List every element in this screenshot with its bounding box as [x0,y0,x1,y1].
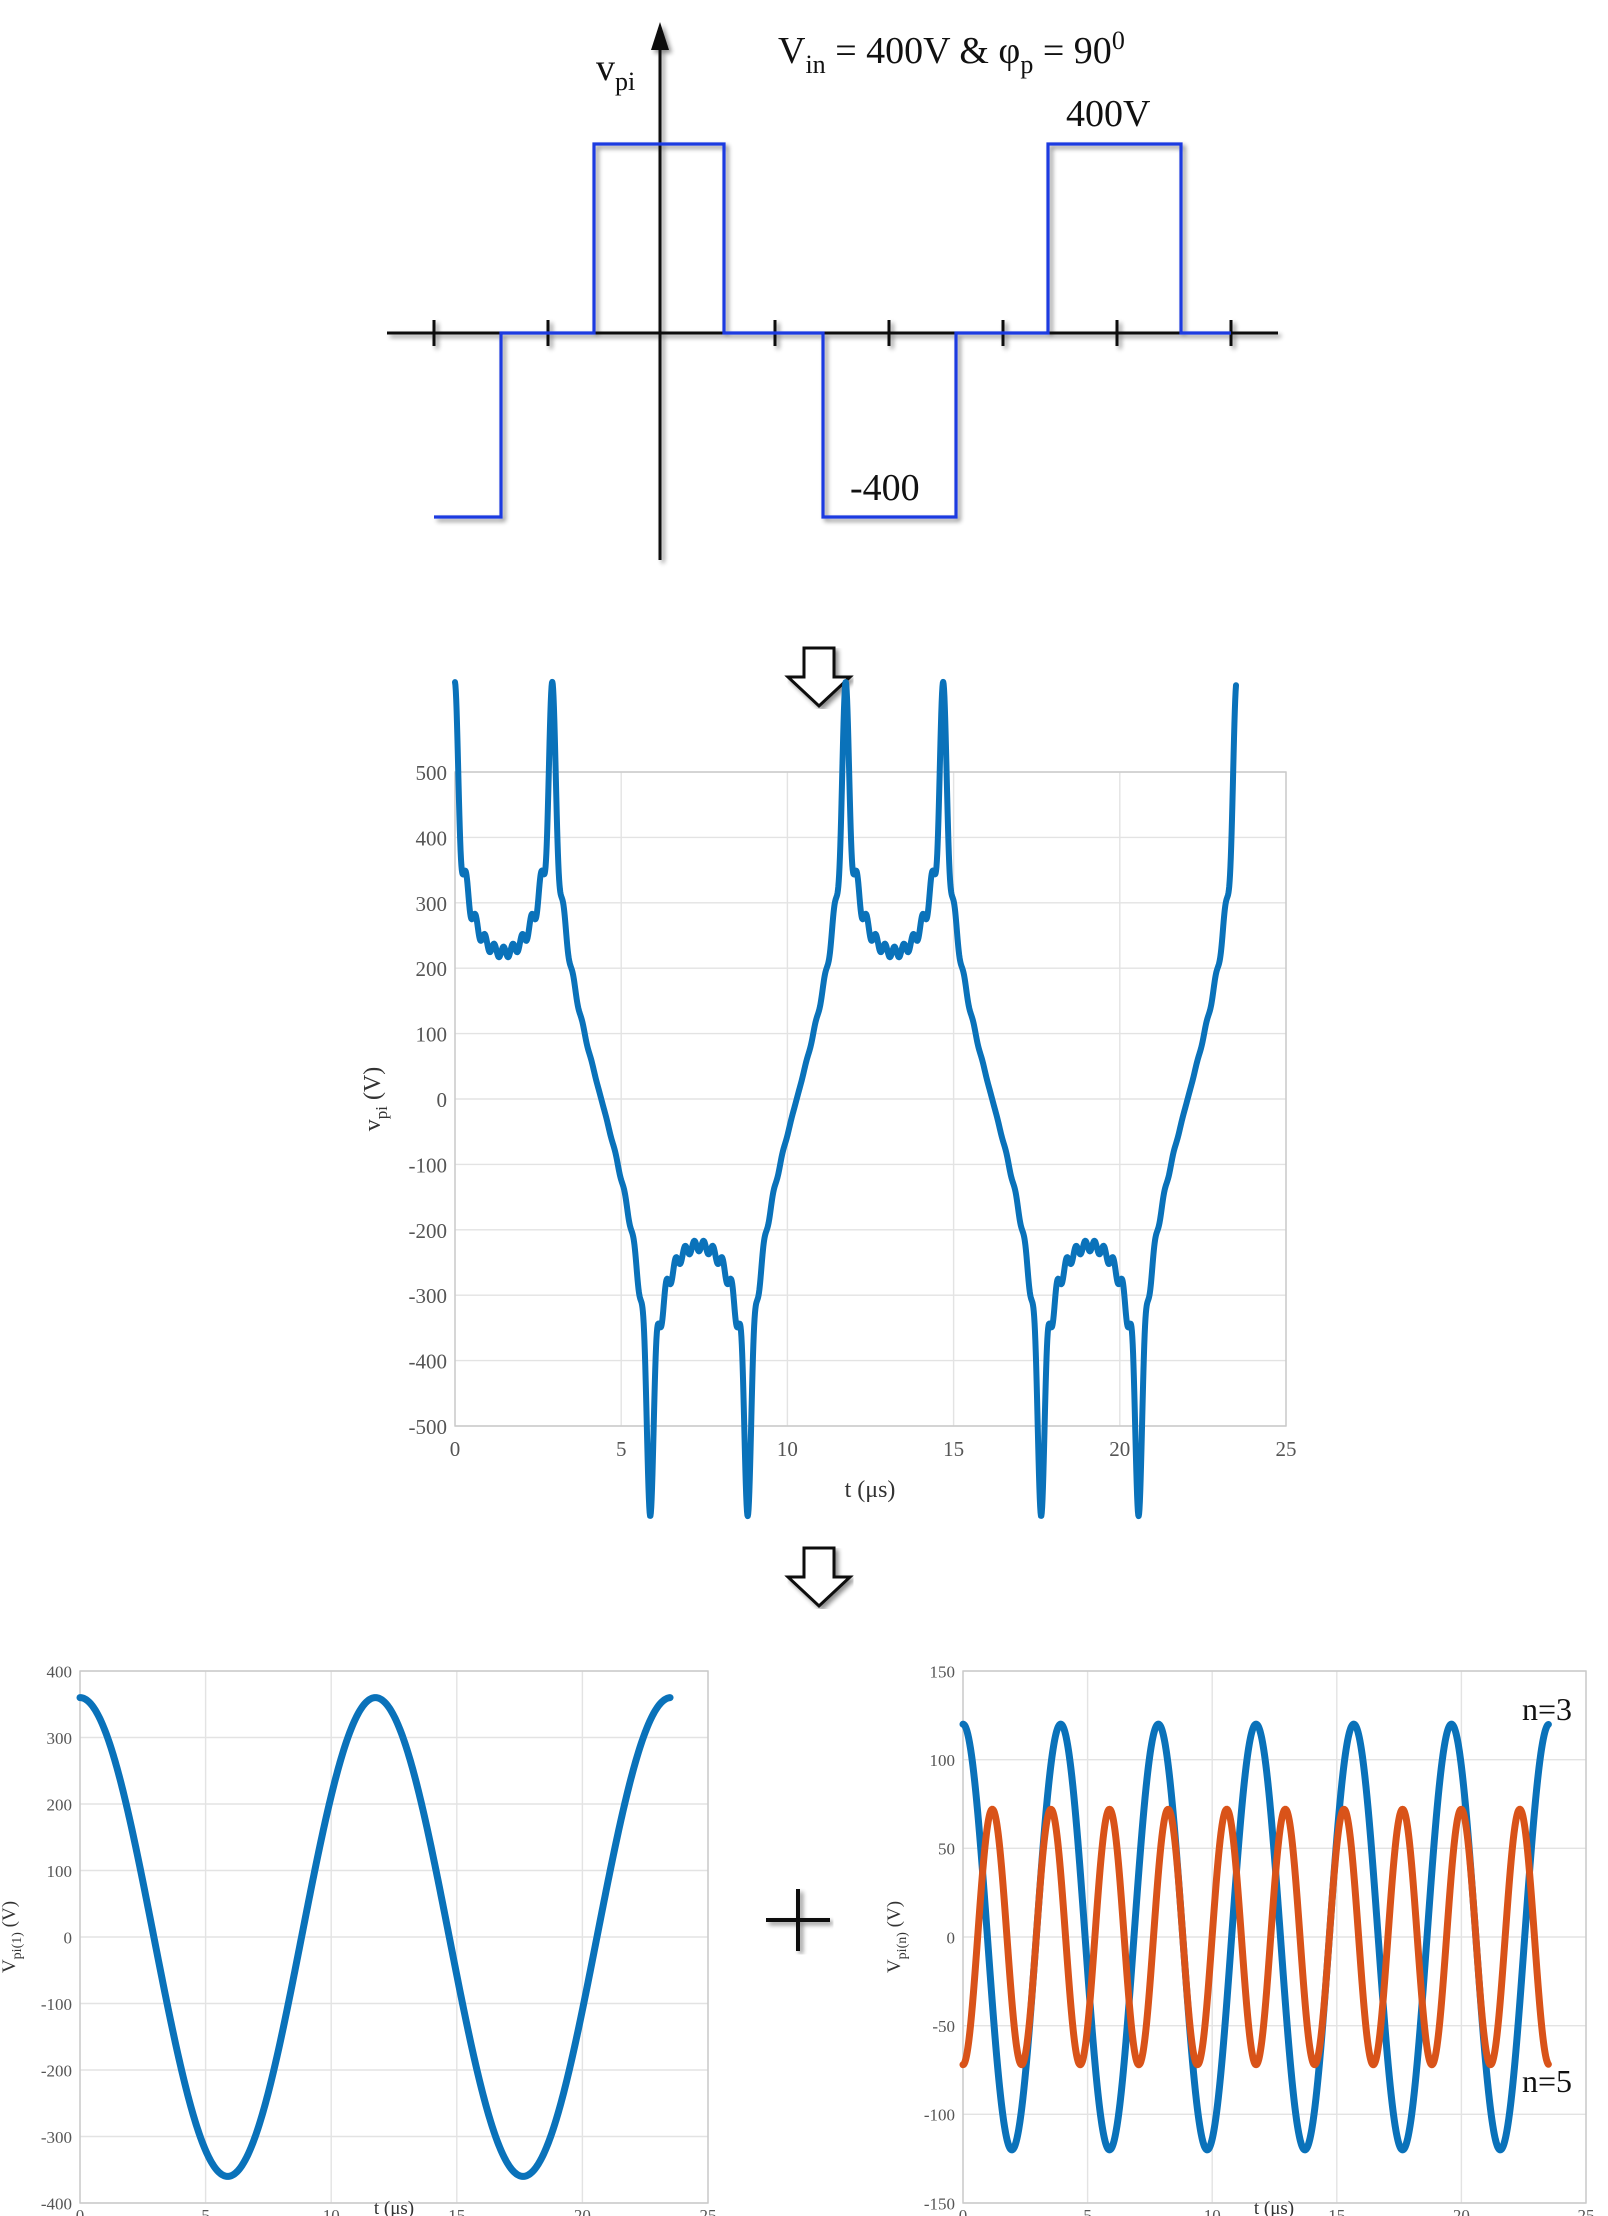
y-tick-label: 100 [47,1862,73,1881]
y-tick-label: 0 [64,1928,73,1947]
y-tick-label: -400 [41,2194,72,2213]
x-tick-label: 25 [1276,1437,1297,1461]
x-tick-label: 20 [574,2206,591,2216]
hollow-down-arrow-icon [784,1546,854,1609]
y-tick-label: -400 [409,1350,448,1374]
x-tick-label: 15 [1328,2206,1345,2216]
series-line-vpi [452,678,1240,1520]
x-tick-label: 20 [1109,1437,1130,1461]
y-tick-label: -200 [41,2061,72,2080]
x-tick-label: 5 [616,1437,627,1461]
y-tick-label: 300 [47,1729,73,1748]
sketch-level-neg400-label: -400 [850,467,920,509]
chart-vpi-square: 0 5 10 15 20 25 500 400 300 200 100 0 -100 -200 -300 -… [360,678,1297,1520]
y-tick-label: 150 [930,1662,956,1681]
y-tick-label: 400 [416,826,448,850]
hollow-down-arrow-icon [784,646,854,709]
chart-frame [79,1670,709,2204]
sketch-diagram [387,22,1278,560]
chart-frame [454,771,1287,1427]
y-tick-label: 200 [47,1795,73,1814]
sketch-y-axis-arrowhead [651,22,669,50]
y-axis-title: Vpi(n) (V) [884,1901,910,1973]
x-tick-label: 10 [1204,2206,1221,2216]
y-tick-label: 300 [416,892,448,916]
y-tick-label: 400 [47,1662,73,1681]
x-tick-label: 25 [700,2206,717,2216]
x-axis-title: t (μs) [374,2198,414,2216]
legend-label-n3: n=3 [1522,1691,1572,1727]
y-tick-label: 500 [416,761,448,785]
y-axis-title: vpi (V) [360,1067,391,1132]
x-tick-label: 20 [1453,2206,1470,2216]
series-line-fundamental [76,1694,674,2180]
y-tick-label: 0 [437,1088,448,1112]
x-tick-labels: 0 5 10 15 20 25 [76,2206,717,2216]
y-tick-label: -100 [41,1995,72,2014]
series-line-n5 [959,1805,1552,2069]
x-tick-label: 10 [777,1437,798,1461]
x-tick-label: 0 [959,2206,968,2216]
x-tick-label: 25 [1578,2206,1595,2216]
plus-icon [766,1889,830,1951]
x-axis-title: t (μs) [1254,2198,1294,2216]
y-tick-label: -100 [924,2106,955,2125]
series-line-n3 [959,1720,1552,2154]
y-tick-label: -300 [41,2128,72,2147]
x-tick-labels: 0 5 10 15 20 25 [450,1437,1297,1461]
y-tick-label: -500 [409,1415,448,1439]
y-tick-label: -150 [924,2194,955,2213]
chart-vpi-fundamental: 0 5 10 15 20 25 400 300 200 100 0 -100 -200 -300 -400… [0,1662,717,2216]
sketch-square-wave [434,142,1231,519]
y-axis-title: Vpi(1) (V) [0,1901,25,1973]
legend-label-n5: n=5 [1522,2063,1572,2099]
y-tick-label: -200 [409,1219,448,1243]
x-tick-label: 15 [448,2206,465,2216]
x-tick-label: 5 [1083,2206,1092,2216]
x-tick-label: 5 [201,2206,210,2216]
y-tick-label: -300 [409,1284,448,1308]
y-tick-label: 0 [947,1928,956,1947]
y-tick-label: 200 [416,957,448,981]
x-tick-labels: 0 5 10 15 20 25 [959,2206,1595,2216]
y-tick-labels: 400 300 200 100 0 -100 -200 -300 -400 [41,1662,72,2213]
chart-grid [454,771,1287,1427]
sketch-level-400-label: 400V [1066,93,1151,135]
chart-frame [962,1670,1587,2204]
y-tick-labels: 150 100 50 0 -50 -100 -150 [924,1662,955,2213]
y-tick-labels: 500 400 300 200 100 0 -100 -200 -300 -400 -500 [409,761,448,1439]
y-tick-label: -100 [409,1153,448,1177]
x-tick-label: 0 [76,2206,85,2216]
sketch-equation: Vin = 400V & φp = 900 [778,26,1125,79]
y-tick-label: 100 [930,1751,956,1770]
x-tick-label: 10 [323,2206,340,2216]
y-tick-label: 100 [416,1023,448,1047]
sketch-y-label: vpi [596,47,635,96]
chart-grid [79,1670,709,2204]
chart-vpi-harmonics: 0 5 10 15 20 25 150 100 50 0 -50 -100 -150 t (μs) V… [884,1662,1595,2216]
y-tick-label: 50 [938,1840,955,1859]
x-tick-label: 15 [943,1437,964,1461]
x-axis-title: t (μs) [845,1477,896,1503]
y-tick-label: -50 [932,2017,955,2036]
x-tick-label: 0 [450,1437,461,1461]
